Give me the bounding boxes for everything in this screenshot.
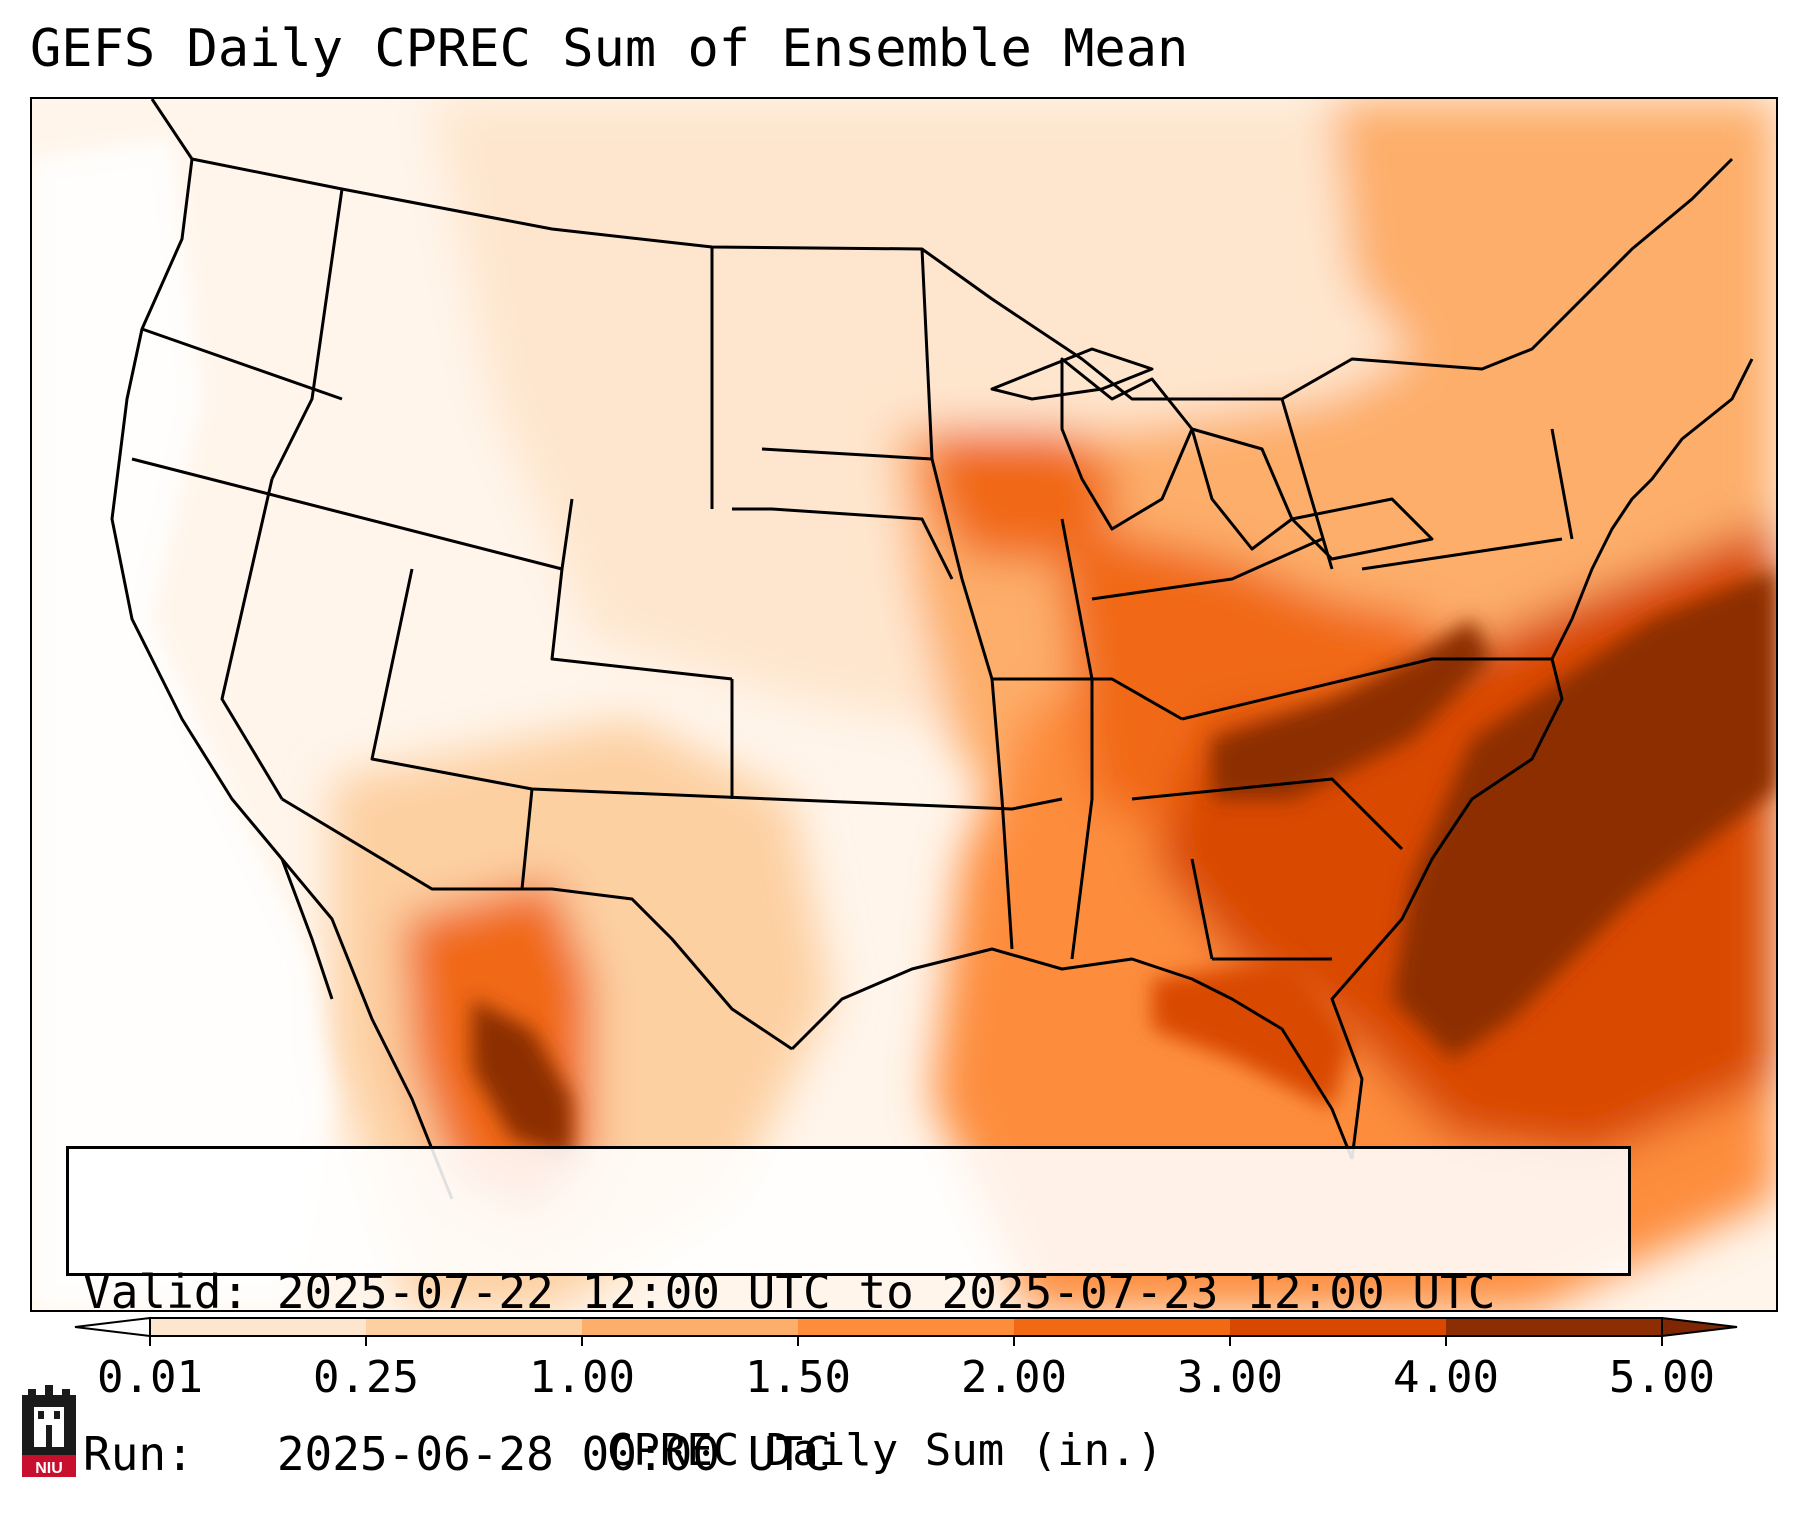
colorbar-label: CPREC Daily Sum (in.) bbox=[607, 1425, 1163, 1476]
logo-text: NIU bbox=[35, 1460, 63, 1477]
colorbar-segment bbox=[366, 1318, 582, 1336]
colorbar-tick-label: 0.25 bbox=[313, 1352, 419, 1403]
precipitation-map bbox=[30, 97, 1778, 1312]
colorbar-segment bbox=[150, 1318, 366, 1336]
colorbar-tick-label: 0.01 bbox=[97, 1352, 203, 1403]
colorbar-outline bbox=[149, 1317, 1663, 1337]
colorbar-under-extend bbox=[74, 1316, 151, 1338]
colorbar-ticks: 0.01 0.25 1.00 1.50 2.00 3.00 4.00 5.00 bbox=[97, 1336, 1715, 1403]
niu-castle-icon: NIU bbox=[22, 1385, 76, 1477]
colorbar-segment bbox=[1230, 1318, 1446, 1336]
colorbar: 0.01 0.25 1.00 1.50 2.00 3.00 4.00 5.00 CPREC D… bbox=[74, 1316, 1738, 1476]
colorbar-segment bbox=[1446, 1318, 1662, 1336]
run-time-text: Run: 2025-06-28 00:00 UTC bbox=[83, 1427, 831, 1481]
colorbar-segment bbox=[798, 1318, 1014, 1336]
colorbar-segment bbox=[1014, 1318, 1230, 1336]
colorbar-tick-label: 1.00 bbox=[529, 1352, 635, 1403]
colorbar-segments bbox=[74, 1316, 1738, 1338]
pacific-dry-region bbox=[32, 139, 332, 1310]
colorbar-tick-label: 4.00 bbox=[1393, 1352, 1499, 1403]
colorbar-tick-label: 2.00 bbox=[961, 1352, 1067, 1403]
boundaries bbox=[110, 99, 1754, 1200]
page-title: GEFS Daily CPREC Sum of Ensemble Mean bbox=[30, 19, 1189, 79]
precip-field bbox=[332, 99, 1776, 1310]
valid-time-text: Valid: 2025-07-22 12:00 UTC to 2025-07-2… bbox=[83, 1265, 1496, 1319]
colorbar-tick-label: 1.50 bbox=[745, 1352, 851, 1403]
valid-run-info-box: Valid: 2025-07-22 12:00 UTC to 2025-07-2… bbox=[66, 1146, 1631, 1481]
colorbar-segment bbox=[582, 1318, 798, 1336]
colorbar-over-extend bbox=[1661, 1316, 1738, 1338]
colorbar-tick-label: 3.00 bbox=[1177, 1352, 1283, 1403]
colorbar-tick-label: 5.00 bbox=[1609, 1352, 1715, 1403]
